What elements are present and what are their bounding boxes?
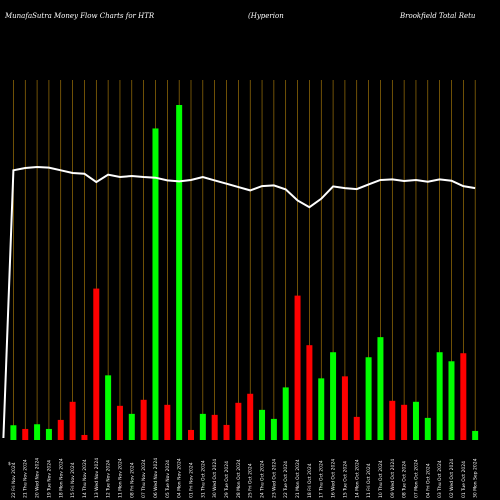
x-tick-label: 20 Wed Nov 2024 xyxy=(35,458,41,498)
x-tick-label: 03 Thu Oct 2024 xyxy=(437,460,443,498)
bar-18-mon-nov-2024 xyxy=(57,419,64,440)
x-tick-labels: 22 Fri Nov 2024 21 Thu Nov 2024 20 Wed Nov… xyxy=(11,458,479,498)
x-tick-label: 08 Tue Oct 2024 xyxy=(402,461,408,498)
x-tick-label: 11 Mon Nov 2024 xyxy=(117,458,123,498)
bar-11-fri-oct-2024 xyxy=(365,357,372,440)
chart-title-company: (Hyperion xyxy=(248,12,284,20)
chart-title: MunafaSutra Money Flow Charts for HTR xyxy=(5,12,155,20)
bar-28-mon-oct-2024 xyxy=(235,402,242,440)
x-tick-label: 07 Mon Oct 2024 xyxy=(413,459,419,498)
x-tick-label: 05 Tue Nov 2024 xyxy=(165,460,171,498)
x-tick-label: 02 Wed Oct 2024 xyxy=(449,459,455,498)
bar-16-wed-oct-2024 xyxy=(330,352,337,440)
bar-04-mon-nov-2024 xyxy=(176,105,183,440)
x-tick-label: 30 Mon Sep 2024 xyxy=(473,458,479,498)
bar-07-thu-nov-2024 xyxy=(140,399,147,440)
x-tick-label: 22 Fri Nov 2024 xyxy=(11,462,17,498)
x-tick-label: 10 Thu Oct 2024 xyxy=(378,460,384,498)
x-tick-label: 11 Fri Oct 2024 xyxy=(366,463,372,498)
bar-18-fri-oct-2024 xyxy=(306,345,313,440)
bar-20-wed-nov-2024 xyxy=(34,424,41,440)
x-tick-label: 31 Thu Oct 2024 xyxy=(200,460,206,498)
bar-31-thu-oct-2024 xyxy=(199,413,206,440)
bar-22-fri-nov-2024 xyxy=(10,425,17,440)
price-line-group xyxy=(2,165,476,439)
x-tick-label: 17 Thu Oct 2024 xyxy=(319,460,325,498)
x-tick-label: 01 Fri Nov 2024 xyxy=(189,462,195,498)
x-tick-label: 12 Tue Nov 2024 xyxy=(106,460,112,498)
x-tick-label: 25 Fri Oct 2024 xyxy=(248,463,254,498)
x-tick-label: 08 Fri Nov 2024 xyxy=(129,462,135,498)
bar-22-tue-oct-2024 xyxy=(282,387,289,440)
grid-lines xyxy=(13,80,476,440)
x-tick-label: 18 Mon Nov 2024 xyxy=(58,458,64,498)
x-tick-label: 14 Mon Oct 2024 xyxy=(354,459,360,498)
bar-04-fri-oct-2024 xyxy=(424,417,431,440)
bar-03-thu-oct-2024 xyxy=(436,352,443,440)
bar-01-fri-nov-2024 xyxy=(188,429,194,440)
bars xyxy=(10,105,479,440)
x-tick-label: 04 Fri Oct 2024 xyxy=(425,463,431,498)
bar-29-tue-oct-2024 xyxy=(223,424,230,440)
price-line xyxy=(2,165,476,439)
bar-07-mon-oct-2024 xyxy=(412,401,419,440)
x-tick-label: 21 Mon Oct 2024 xyxy=(295,459,301,498)
x-tick-label: 15 Fri Nov 2024 xyxy=(70,462,76,498)
x-tick-label: 06 Wed Nov 2024 xyxy=(153,458,159,498)
bar-06-wed-nov-2024 xyxy=(152,128,159,440)
x-tick-label: 28 Mon Oct 2024 xyxy=(236,459,242,498)
bar-14-mon-oct-2024 xyxy=(353,416,360,440)
x-tick-label: 04 Mon Nov 2024 xyxy=(177,458,183,498)
bar-25-fri-oct-2024 xyxy=(247,393,254,440)
x-tick-label: 13 Wed Nov 2024 xyxy=(94,458,100,498)
x-tick-label: 18 Fri Oct 2024 xyxy=(307,463,313,498)
x-tick-label: 22 Tue Oct 2024 xyxy=(283,461,289,498)
x-tick-label: 29 Tue Oct 2024 xyxy=(224,461,230,498)
x-tick-label: 01 Tue Oct 2024 xyxy=(461,461,467,498)
bar-23-wed-oct-2024 xyxy=(270,418,277,440)
bar-13-wed-nov-2024 xyxy=(93,288,100,440)
currency-symbol: $ xyxy=(8,461,11,467)
x-tick-label: 21 Thu Nov 2024 xyxy=(23,459,29,498)
x-tick-label: 07 Thu Nov 2024 xyxy=(141,459,147,498)
bar-05-tue-nov-2024 xyxy=(164,404,171,440)
bar-15-fri-nov-2024 xyxy=(69,401,76,440)
bar-15-tue-oct-2024 xyxy=(341,376,348,440)
bar-19-tue-nov-2024 xyxy=(45,428,52,440)
x-tick-label: 19 Tue Nov 2024 xyxy=(46,460,52,498)
bar-10-thu-oct-2024 xyxy=(377,337,384,440)
bar-24-thu-oct-2024 xyxy=(259,409,266,440)
bar-17-thu-oct-2024 xyxy=(318,378,325,440)
bar-08-tue-oct-2024 xyxy=(401,404,408,440)
bar-30-wed-oct-2024 xyxy=(211,414,218,440)
x-tick-label: 24 Thu Oct 2024 xyxy=(260,460,266,498)
chart-title-company-cont: Brookfield Total Retu xyxy=(400,12,476,20)
x-tick-label: 14 Thu Nov 2024 xyxy=(82,459,88,498)
x-tick-label: 30 Wed Oct 2024 xyxy=(212,459,218,498)
bar-21-thu-nov-2024 xyxy=(22,428,29,440)
x-tick-label: 23 Wed Oct 2024 xyxy=(271,459,277,498)
bar-02-wed-oct-2024 xyxy=(448,361,455,440)
bar-09-wed-oct-2024 xyxy=(389,400,396,440)
x-tick-label: 16 Wed Oct 2024 xyxy=(331,459,337,498)
x-tick-label: 15 Tue Oct 2024 xyxy=(342,461,348,498)
bar-30-mon-sep-2024 xyxy=(472,430,479,440)
bar-11-mon-nov-2024 xyxy=(116,405,123,440)
bar-08-fri-nov-2024 xyxy=(128,413,135,440)
bar-01-tue-oct-2024 xyxy=(460,353,467,440)
bar-14-thu-nov-2024 xyxy=(81,434,88,440)
bar-21-mon-oct-2024 xyxy=(294,295,301,440)
x-tick-label: 09 Wed Oct 2024 xyxy=(390,459,396,498)
bar-12-tue-nov-2024 xyxy=(105,375,112,440)
